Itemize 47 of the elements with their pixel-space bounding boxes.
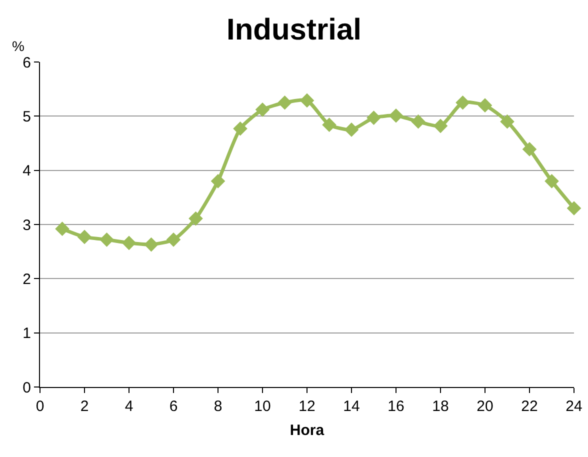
point xyxy=(522,142,537,156)
x-tick-label: 4 xyxy=(124,398,134,415)
y-tick-label: 6 xyxy=(22,54,31,72)
y-tick-label: 3 xyxy=(22,216,31,234)
point xyxy=(233,121,248,136)
x-tick-label: 20 xyxy=(476,398,494,415)
x-tick-label: 12 xyxy=(298,398,316,415)
y-tick-label: 5 xyxy=(22,108,31,126)
y-tick-label: 2 xyxy=(22,270,31,288)
point xyxy=(166,232,181,247)
point xyxy=(500,114,514,129)
y-axis-title: % xyxy=(12,38,24,54)
x-tick-label: 0 xyxy=(36,398,44,415)
point xyxy=(322,118,336,132)
x-tick-label: 8 xyxy=(214,398,222,415)
point xyxy=(300,93,314,108)
point xyxy=(255,102,270,117)
x-tick-label: 18 xyxy=(432,398,449,415)
x-tick-label: 14 xyxy=(343,398,360,415)
point xyxy=(433,118,448,134)
point xyxy=(366,110,381,125)
point xyxy=(210,174,226,188)
point xyxy=(188,211,203,226)
point xyxy=(478,98,492,112)
x-tick-label: 24 xyxy=(566,398,582,415)
y-tick-label: 0 xyxy=(22,379,31,396)
chart-title: Industrial xyxy=(226,13,362,46)
y-tick-label: 1 xyxy=(22,325,31,342)
point xyxy=(144,237,158,252)
x-tick-label: 10 xyxy=(254,398,271,415)
point xyxy=(544,174,559,188)
x-tick-label: 2 xyxy=(80,398,89,415)
x-tick-label: 16 xyxy=(388,398,404,415)
point xyxy=(100,232,114,247)
y-tick-label: 4 xyxy=(22,162,31,180)
point xyxy=(411,114,426,129)
point xyxy=(77,230,92,244)
point xyxy=(55,222,70,236)
point xyxy=(344,122,359,137)
x-tick-label: 6 xyxy=(169,398,178,415)
point xyxy=(388,108,404,123)
point xyxy=(566,201,582,216)
x-tick-label: 22 xyxy=(521,398,538,415)
x-axis-title: Hora xyxy=(290,422,325,439)
point xyxy=(122,236,136,250)
point xyxy=(278,95,292,110)
point xyxy=(456,95,470,110)
